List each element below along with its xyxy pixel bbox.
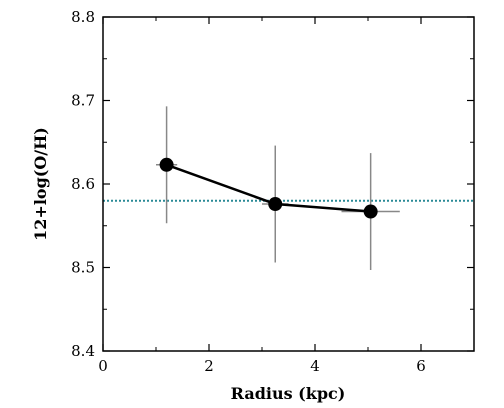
y-tick-label: 8.6 <box>71 175 95 193</box>
ticks <box>102 16 474 352</box>
x-tick-label: 0 <box>98 357 108 375</box>
data-point <box>159 157 174 172</box>
x-tick-label: 4 <box>310 357 320 375</box>
x-tick-label: 6 <box>416 357 426 375</box>
plot-frame <box>102 16 475 352</box>
x-tick-label: 2 <box>204 357 214 375</box>
tick-labels: 0 2 4 6 8.4 8.5 8.6 8.7 8.8 <box>71 8 426 375</box>
data-point <box>268 197 283 212</box>
y-tick-label: 8.5 <box>71 259 95 277</box>
x-axis-label: Radius (kpc) <box>231 384 346 403</box>
plot-area <box>102 16 475 352</box>
y-axis-label: 12+log(O/H) <box>31 127 50 241</box>
y-tick-label: 8.4 <box>71 342 95 360</box>
data-point <box>363 204 378 219</box>
y-tick-label: 8.8 <box>71 8 95 26</box>
y-tick-label: 8.7 <box>71 92 95 110</box>
